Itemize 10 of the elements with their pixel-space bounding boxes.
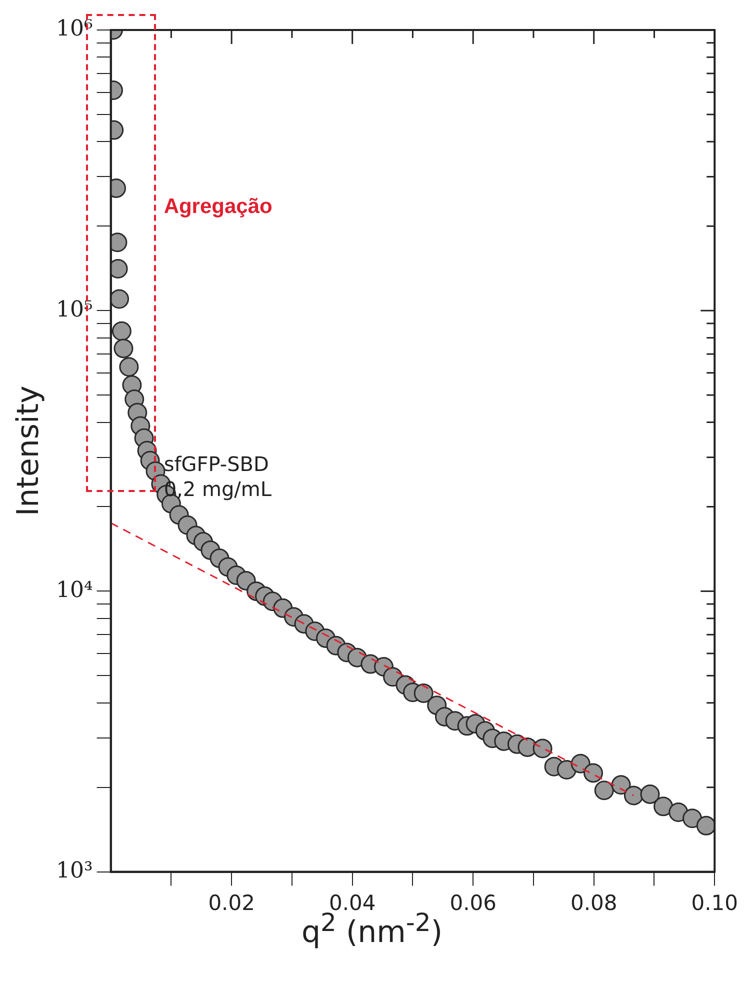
y-tick-label: 10⁴ xyxy=(56,578,93,603)
x-tick-label: 0.02 xyxy=(208,890,255,915)
y-tick-label: 10⁶ xyxy=(56,16,93,42)
x-tick-label: 0.06 xyxy=(450,890,496,915)
annotation: Agregação xyxy=(164,194,272,218)
x-tick-label: 0.08 xyxy=(570,890,618,915)
x-tick-label: 0.10 xyxy=(691,890,738,915)
y-axis-title: Intensity xyxy=(10,386,46,516)
y-tick-label: 10⁵ xyxy=(56,297,93,322)
y-tick-label: 10³ xyxy=(56,858,93,884)
